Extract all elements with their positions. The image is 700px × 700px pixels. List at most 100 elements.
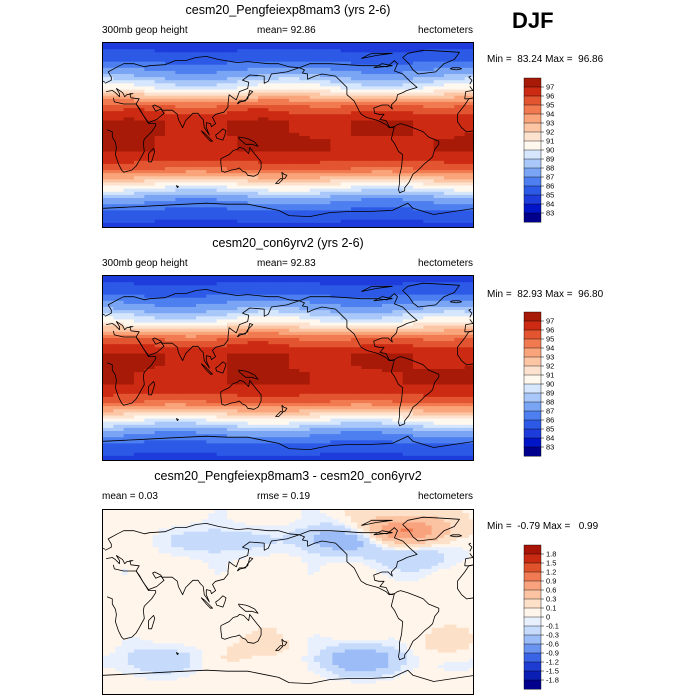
field-cell [258, 421, 269, 426]
field-cell [464, 92, 473, 97]
field-cell [123, 86, 135, 91]
field-cell [206, 132, 218, 137]
field-cell [371, 387, 383, 392]
field-cell [113, 282, 125, 286]
coastline [215, 361, 227, 374]
colorbar-box [523, 356, 542, 367]
field-cell [154, 77, 166, 81]
field-cell [402, 347, 414, 351]
field-cell [351, 522, 358, 527]
field-cell [382, 400, 393, 404]
field-cell [468, 528, 473, 533]
field-cell [134, 126, 145, 131]
field-cell [289, 421, 300, 426]
field-cell [121, 522, 129, 527]
field-cell [320, 185, 331, 190]
field-cell [392, 129, 404, 134]
field-cell [392, 185, 404, 190]
coastline [468, 75, 473, 85]
field-cell [237, 120, 249, 125]
field-cell [309, 111, 321, 115]
field-cell [216, 145, 228, 149]
field-cell [444, 46, 455, 50]
field-cell [113, 334, 125, 339]
field-cell [382, 322, 393, 327]
field-cell [454, 319, 466, 324]
field-cell [278, 114, 290, 118]
field-cell [371, 384, 383, 389]
field-cell [326, 519, 333, 523]
field-cell [175, 89, 187, 94]
field-cell [134, 525, 141, 530]
field-cell [413, 403, 424, 407]
field-cell [361, 46, 373, 50]
field-cell [165, 531, 172, 536]
field-cell [402, 369, 414, 373]
field-cell [464, 415, 473, 420]
field-cell [340, 117, 352, 122]
field-cell [361, 403, 373, 407]
field-cell [454, 455, 466, 460]
field-cell [433, 108, 445, 112]
field-cell [338, 522, 346, 527]
field-cell [227, 58, 238, 63]
field-cell [214, 528, 222, 533]
field-cell [357, 525, 364, 530]
field-cell [165, 182, 176, 187]
field-cell [268, 154, 280, 159]
field-cell [400, 513, 408, 517]
field-cell [454, 58, 466, 63]
field-cell [299, 108, 311, 112]
field-cell [237, 455, 249, 460]
field-cell [454, 334, 466, 339]
field-cell [340, 276, 352, 280]
field-cell [258, 291, 269, 296]
field-cell [361, 111, 373, 115]
field-cell [340, 123, 352, 128]
field-cell [289, 359, 300, 364]
field-cell [237, 182, 249, 187]
field-cell [237, 114, 249, 118]
field-cell [320, 341, 331, 345]
field-cell [361, 353, 373, 358]
field-cell [247, 89, 259, 94]
field-cell [268, 222, 280, 227]
field-cell [413, 421, 424, 426]
field-cell [371, 179, 383, 184]
field-cell [289, 49, 300, 53]
field-cell [268, 89, 280, 94]
field-cell [154, 210, 166, 215]
field-cell [413, 117, 424, 122]
field-cell [371, 86, 383, 91]
field-cell [388, 531, 395, 536]
field-cell [103, 95, 114, 100]
field-cell [289, 80, 300, 84]
field-cell [206, 61, 218, 66]
field-cell [171, 522, 178, 527]
field-cell [402, 409, 414, 413]
field-cell [185, 341, 197, 345]
field-cell [332, 525, 340, 530]
field-cell [206, 207, 218, 211]
field-cell [103, 67, 114, 72]
field-cell [185, 300, 197, 305]
field-cell [227, 418, 238, 423]
field-cell [113, 111, 125, 115]
field-cell [227, 516, 234, 520]
field-cell [103, 347, 114, 351]
field-cell [154, 291, 166, 296]
field-cell [115, 534, 123, 539]
field-cell [369, 513, 377, 517]
field-cell [454, 458, 466, 460]
field-cell [227, 219, 238, 224]
field-cell [258, 70, 269, 75]
field-cell [175, 362, 187, 367]
field-cell [123, 185, 135, 190]
field-cell [113, 213, 125, 218]
field-cell [299, 316, 311, 320]
field-cell [237, 310, 249, 314]
field-cell [454, 114, 466, 118]
field-cell [154, 182, 166, 187]
field-cell [144, 328, 156, 333]
field-cell [299, 142, 311, 146]
